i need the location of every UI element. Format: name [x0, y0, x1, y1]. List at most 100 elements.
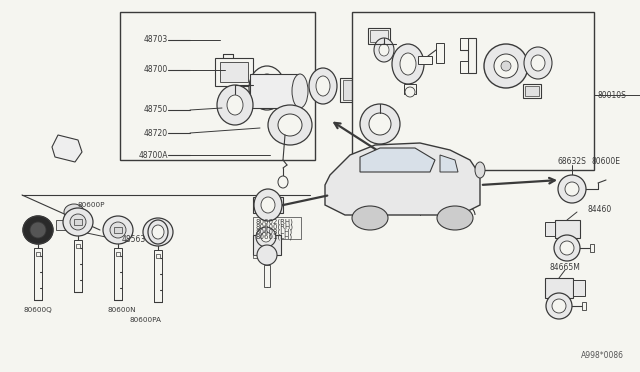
Polygon shape	[440, 155, 458, 172]
Ellipse shape	[360, 104, 400, 144]
Bar	[120, 12, 315, 160]
Text: 48750: 48750	[144, 106, 168, 115]
Ellipse shape	[64, 204, 84, 220]
Bar	[590, 244, 594, 252]
Bar	[460, 38, 468, 50]
Ellipse shape	[30, 222, 46, 238]
Ellipse shape	[268, 105, 312, 145]
Bar	[582, 302, 586, 310]
Bar	[436, 43, 444, 63]
Ellipse shape	[565, 182, 579, 196]
Bar	[220, 62, 248, 82]
Text: 80603(LH): 80603(LH)	[255, 229, 292, 235]
Ellipse shape	[63, 208, 93, 236]
Text: 80600N: 80600N	[108, 307, 136, 313]
Ellipse shape	[558, 175, 586, 203]
Text: 48563: 48563	[122, 235, 147, 244]
Bar	[215, 58, 253, 86]
Ellipse shape	[437, 206, 473, 230]
Ellipse shape	[254, 189, 282, 221]
Text: 80600Q: 80600Q	[24, 307, 52, 313]
Text: 84665M: 84665M	[549, 263, 580, 273]
Ellipse shape	[249, 66, 285, 110]
Polygon shape	[325, 143, 480, 215]
Bar	[555, 220, 580, 238]
Bar	[114, 227, 122, 233]
Bar	[545, 278, 573, 298]
Ellipse shape	[392, 44, 424, 84]
Ellipse shape	[261, 197, 275, 213]
Ellipse shape	[369, 113, 391, 135]
Ellipse shape	[257, 74, 277, 102]
Bar	[370, 30, 388, 42]
Text: 80601(LH): 80601(LH)	[255, 234, 292, 240]
Ellipse shape	[261, 232, 271, 242]
Ellipse shape	[227, 95, 243, 115]
Bar	[76, 244, 80, 248]
Text: 48720: 48720	[144, 128, 168, 138]
Ellipse shape	[30, 222, 46, 238]
Bar	[560, 183, 584, 195]
Text: 80600(RH): 80600(RH)	[255, 224, 293, 230]
Ellipse shape	[257, 245, 277, 265]
Bar	[404, 84, 416, 94]
Bar	[368, 28, 390, 44]
Bar	[525, 86, 539, 96]
Ellipse shape	[475, 162, 485, 178]
Ellipse shape	[70, 214, 86, 230]
Ellipse shape	[278, 176, 288, 188]
Bar	[74, 240, 82, 292]
Bar	[116, 252, 120, 256]
Bar	[156, 254, 160, 258]
Text: 48703: 48703	[144, 35, 168, 45]
Ellipse shape	[143, 218, 173, 246]
Ellipse shape	[400, 53, 416, 75]
Bar	[523, 84, 541, 98]
Bar	[253, 197, 283, 213]
Text: A998*0086: A998*0086	[581, 350, 624, 359]
Bar	[74, 219, 82, 225]
Ellipse shape	[292, 74, 308, 108]
Ellipse shape	[494, 54, 518, 78]
Bar	[36, 252, 40, 256]
Bar	[264, 265, 270, 287]
Bar	[114, 248, 122, 300]
Bar	[250, 74, 300, 108]
Ellipse shape	[23, 216, 53, 244]
Ellipse shape	[152, 225, 164, 239]
Ellipse shape	[256, 227, 276, 247]
Text: 48700A: 48700A	[138, 151, 168, 160]
Text: 80602(RH): 80602(RH)	[255, 219, 293, 225]
Ellipse shape	[217, 85, 253, 125]
Bar	[573, 280, 585, 296]
Bar	[343, 80, 355, 100]
Text: 68632S: 68632S	[558, 157, 587, 166]
Ellipse shape	[554, 235, 580, 261]
Bar	[253, 217, 301, 239]
Ellipse shape	[374, 38, 394, 62]
Ellipse shape	[23, 216, 53, 244]
Text: 80600E: 80600E	[592, 157, 621, 166]
Text: 80600PA: 80600PA	[130, 317, 162, 323]
Ellipse shape	[352, 206, 388, 230]
Bar	[56, 220, 74, 230]
Bar	[357, 65, 367, 103]
Ellipse shape	[103, 216, 133, 244]
Bar	[34, 248, 42, 300]
Text: 48700: 48700	[144, 65, 168, 74]
Bar	[154, 250, 162, 302]
Bar	[418, 56, 432, 64]
Ellipse shape	[309, 68, 337, 104]
Ellipse shape	[110, 222, 126, 238]
Bar	[253, 235, 281, 255]
Ellipse shape	[405, 87, 415, 97]
Bar	[460, 61, 468, 73]
Ellipse shape	[501, 61, 511, 71]
Ellipse shape	[278, 114, 302, 136]
Text: 80010S: 80010S	[598, 90, 627, 99]
Polygon shape	[52, 135, 82, 162]
Bar	[340, 78, 358, 102]
Polygon shape	[360, 148, 435, 172]
Ellipse shape	[531, 55, 545, 71]
Ellipse shape	[524, 47, 552, 79]
